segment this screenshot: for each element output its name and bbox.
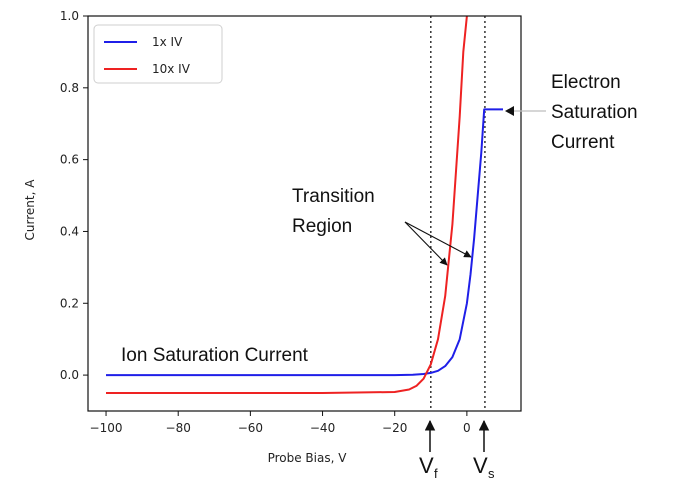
x-tick-label: 0	[463, 421, 471, 435]
electron-arrow-head	[505, 106, 514, 116]
transition-label-line1: Transition	[292, 186, 375, 207]
x-tick-label: −80	[166, 421, 191, 435]
vs-label: V	[473, 453, 488, 478]
series-line-10x-iv	[106, 16, 468, 394]
y-tick-label: 0.8	[60, 81, 79, 95]
legend: 1x IV 10x IV	[93, 24, 223, 84]
y-tick-label: 0.2	[60, 296, 79, 310]
electron-label-line1: Electron	[551, 72, 621, 93]
x-tick-label: −100	[90, 421, 123, 435]
legend-label-1x-iv: 1x IV	[152, 35, 183, 49]
electron-label-line3: Current	[551, 132, 615, 153]
x-axis-label: Probe Bias, V	[268, 451, 348, 465]
x-tick-label: −40	[310, 421, 335, 435]
transition-arrow-red	[404, 221, 448, 266]
vf-subscript: f	[434, 466, 438, 481]
y-tick-label: 1.0	[60, 9, 79, 23]
ion-saturation-label: Ion Saturation Current	[121, 345, 309, 366]
transition-arrow-blue	[404, 221, 472, 258]
y-tick-label: 0.6	[60, 153, 79, 167]
electron-label-line2: Saturation	[551, 102, 638, 123]
vs-subscript: s	[488, 466, 495, 481]
series-line-1x-iv	[106, 108, 503, 377]
vf-label: V	[419, 453, 434, 478]
x-tick-label: −60	[238, 421, 263, 435]
plot-frame	[87, 15, 522, 412]
legend-label-10x-iv: 10x IV	[152, 62, 191, 76]
y-tick-label: 0.0	[60, 368, 79, 382]
transition-label-line2: Region	[292, 216, 352, 237]
y-axis-label: Current, A	[23, 179, 37, 241]
y-tick-label: 0.4	[60, 224, 79, 238]
x-tick-label: −20	[382, 421, 407, 435]
